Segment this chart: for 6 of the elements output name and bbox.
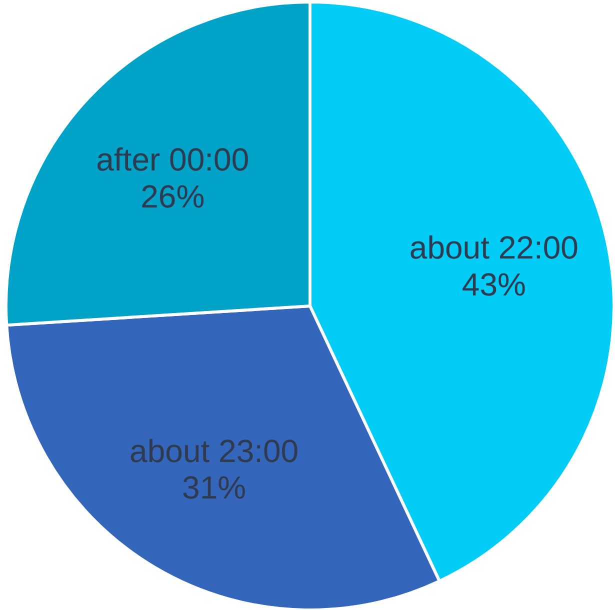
slice-label: after 00:00 — [96, 142, 250, 178]
data-label: 43% — [462, 266, 526, 302]
slice-label: about 22:00 — [409, 229, 578, 266]
slice-label: about 23:00 — [130, 432, 299, 469]
data-label: 26% — [140, 178, 205, 214]
data-label: 31% — [182, 470, 246, 506]
